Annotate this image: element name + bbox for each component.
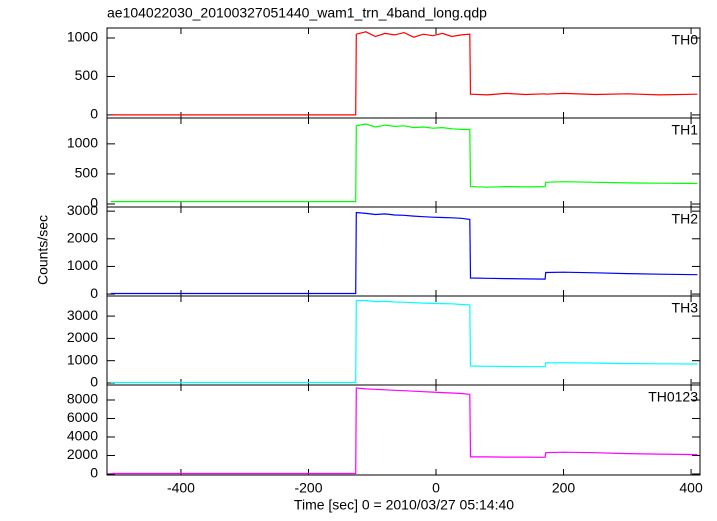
y-tick-label: 2000 — [67, 329, 98, 345]
panel-label: TH1 — [672, 122, 699, 138]
y-tick-label: 500 — [75, 67, 99, 83]
x-tick-label: -200 — [294, 480, 322, 496]
x-tick-label: 400 — [679, 480, 703, 496]
light-curve — [110, 123, 698, 203]
y-tick-label: 2000 — [67, 446, 98, 462]
y-tick-label: 3000 — [67, 307, 98, 323]
y-tick-label: 1000 — [67, 29, 98, 45]
panel-frame — [106, 295, 701, 386]
panel-label: TH2 — [672, 211, 699, 227]
y-tick-label: 3000 — [67, 202, 98, 218]
panel-frame — [106, 117, 701, 208]
y-tick-label: 6000 — [67, 409, 98, 425]
panel-frame — [106, 27, 701, 119]
light-curve — [110, 31, 698, 116]
panel-label: TH0123 — [648, 389, 698, 405]
y-tick-label: 1000 — [67, 135, 98, 151]
x-tick-label: 200 — [552, 480, 576, 496]
panel-frame — [106, 206, 701, 297]
y-tick-label: 500 — [75, 165, 99, 181]
light-curve — [110, 387, 698, 475]
panel-frame — [106, 384, 701, 476]
y-tick-label: 0 — [90, 465, 98, 481]
y-tick-label: 1000 — [67, 351, 98, 367]
x-axis-label: Time [sec] 0 = 2010/03/27 05:14:40 — [294, 497, 514, 513]
panel-label: TH0 — [672, 32, 699, 48]
y-tick-label: 0 — [90, 106, 98, 122]
light-curve — [110, 299, 698, 384]
chart-title: ae104022030_20100327051440_wam1_trn_4ban… — [107, 5, 487, 21]
y-tick-label: 0 — [90, 195, 98, 211]
light-curve — [110, 211, 698, 295]
y-tick-label: 4000 — [67, 428, 98, 444]
y-axis-label: Counts/sec — [35, 215, 51, 285]
y-tick-label: 0 — [90, 285, 98, 301]
y-tick-label: 2000 — [67, 229, 98, 245]
y-tick-label: 1000 — [67, 257, 98, 273]
x-tick-label: -400 — [167, 480, 195, 496]
y-tick-label: 8000 — [67, 391, 98, 407]
y-tick-label: 0 — [90, 374, 98, 390]
x-tick-label: 0 — [432, 480, 440, 496]
panel-label: TH3 — [672, 300, 699, 316]
